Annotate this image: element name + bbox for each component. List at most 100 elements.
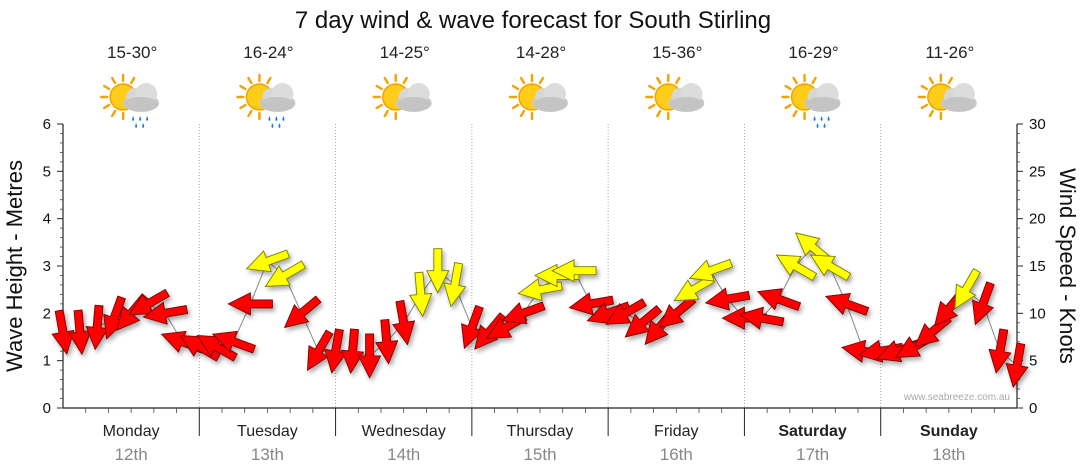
wind-arrow-shape [1005, 342, 1029, 389]
right-axis-title: Wind Speed - Knots [1055, 168, 1080, 364]
wind-arrow-shape [392, 299, 416, 346]
wind-arrow [409, 271, 433, 318]
day-temp-range: 15-30° [107, 43, 157, 62]
wind-arrow-shape [227, 292, 273, 316]
wind-arrow [624, 304, 663, 338]
left-tick-label: 6 [43, 116, 51, 133]
wind-arrow [972, 281, 995, 326]
wind-arrow [68, 309, 92, 356]
day-temp-range: 15-36° [652, 43, 702, 62]
wind-arrow-shape [624, 304, 663, 338]
wind-arrow [283, 295, 322, 329]
wind-arrow-shape [551, 258, 597, 283]
wind-arrow [211, 330, 257, 354]
wind-arrow [357, 333, 382, 379]
wind-arrow [688, 258, 734, 282]
day-date-label: 16th [660, 445, 693, 464]
wind-arrow-shape [775, 254, 818, 282]
sun-cloud-icon [508, 73, 568, 121]
wind-arrow [324, 328, 348, 374]
wind-arrow-shape [605, 298, 647, 325]
wind-arrow-shape [264, 260, 307, 288]
wind-arrow-shape [142, 301, 189, 325]
credit-text: www.seabreeze.com.au [903, 392, 1010, 403]
day-date-label: 15th [523, 445, 556, 464]
wind-arrow [1005, 342, 1029, 389]
day-date-label: 17th [796, 445, 829, 464]
wind-arrow [704, 287, 751, 311]
wind-arrow-shape [283, 295, 322, 329]
rain-part [813, 116, 830, 128]
day-temp-range: 16-24° [243, 43, 293, 62]
wind-arrow [605, 298, 647, 325]
sun-cloud-rain-icon [236, 73, 296, 128]
day-temp-range: 16-29° [788, 43, 838, 62]
wind-arrow-shape [245, 249, 291, 273]
wind-arrow [443, 262, 467, 308]
wind-arrow [128, 288, 170, 316]
day-temp-range: 14-28° [516, 43, 566, 62]
wind-arrow [51, 309, 75, 355]
rain-part [268, 116, 285, 128]
rain-part [132, 116, 149, 128]
wind-arrow-shape [211, 330, 257, 354]
wind-arrow-shape [501, 301, 546, 325]
wind-arrow-shape [51, 309, 75, 355]
wind-arrow-shape [443, 262, 467, 308]
right-tick-label: 5 [1029, 353, 1037, 370]
wind-arrow [85, 304, 109, 351]
wind-arrow-shape [68, 309, 92, 356]
wind-arrow [142, 301, 189, 325]
day-name-label: Saturday [778, 423, 847, 440]
left-tick-label: 1 [43, 353, 51, 370]
wind-arrow-shape [824, 293, 870, 316]
wind-arrow [775, 254, 818, 282]
day-name-label: Wednesday [362, 423, 446, 440]
day-date-label: 12th [115, 445, 148, 464]
day-date-label: 18th [932, 445, 965, 464]
right-tick-label: 30 [1029, 116, 1046, 133]
day-temp-range: 14-25° [380, 43, 430, 62]
wind-arrow [245, 249, 291, 273]
left-axis-title: Wave Height - Metres [2, 160, 27, 372]
left-tick-label: 2 [43, 305, 51, 322]
wind-arrow-shape [409, 271, 433, 318]
wind-arrow [374, 318, 399, 365]
right-tick-label: 0 [1029, 400, 1037, 417]
wind-arrow [340, 328, 365, 375]
sun-cloud-rain-icon [781, 73, 841, 128]
wind-arrow [568, 292, 614, 316]
day-name-label: Friday [654, 423, 698, 440]
wind-arrow-shape [756, 288, 802, 311]
wind-arrow-shape [954, 268, 981, 310]
left-tick-label: 5 [43, 163, 51, 180]
right-tick-label: 20 [1029, 211, 1046, 228]
wind-arrow [501, 301, 546, 325]
wind-arrow [461, 304, 484, 350]
wind-arrow-shape [128, 288, 170, 316]
wind-arrow [738, 306, 785, 330]
wind-arrow-shape [461, 304, 484, 350]
wind-arrow-shape [738, 306, 785, 330]
wind-arrow-shape [196, 334, 238, 362]
day-name-label: Monday [103, 423, 160, 440]
sun-cloud-rain-icon [99, 73, 160, 128]
wind-arrow [196, 334, 238, 362]
wind-arrow [824, 293, 870, 316]
wind-arrow-shape [357, 333, 382, 379]
left-tick-label: 0 [43, 400, 51, 417]
day-name-label: Thursday [507, 423, 574, 440]
sun-cloud-icon [917, 73, 977, 121]
left-tick-label: 3 [43, 258, 51, 275]
right-tick-label: 25 [1029, 163, 1046, 180]
wind-arrow-shape [809, 254, 852, 282]
wind-arrow-shape [568, 292, 614, 316]
wind-arrow [227, 292, 273, 316]
day-name-label: Tuesday [237, 423, 298, 440]
wind-arrow-shape [426, 248, 450, 294]
wind-arrow [392, 299, 416, 346]
right-tick-label: 10 [1029, 305, 1046, 322]
wind-arrow-shape [340, 328, 365, 375]
day-date-label: 14th [387, 445, 420, 464]
